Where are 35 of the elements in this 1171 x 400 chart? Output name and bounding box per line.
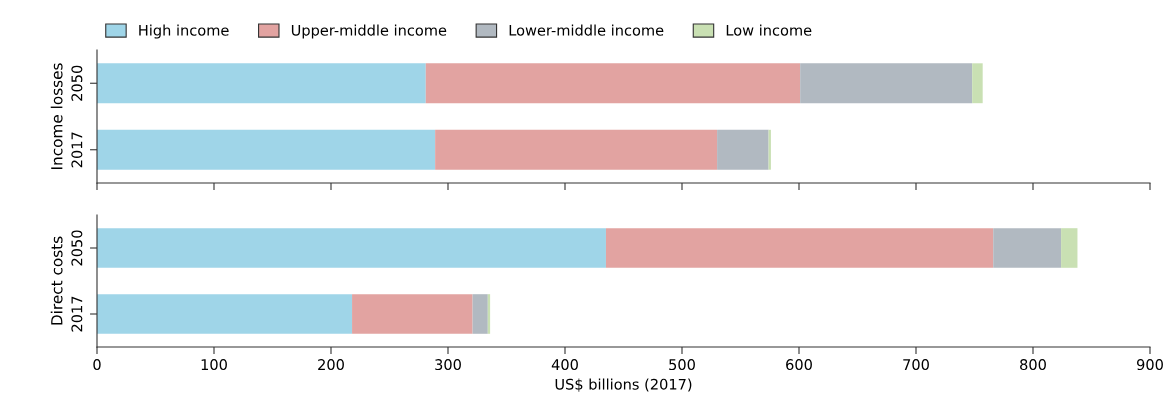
legend-label: Low income [726, 24, 812, 36]
bar [605, 228, 994, 268]
bar [97, 129, 436, 170]
bar [993, 228, 1062, 268]
x-tick-label: 600 [786, 359, 812, 371]
bar [425, 63, 801, 104]
y-tick-label: 2017 [71, 296, 83, 332]
bar [800, 63, 973, 104]
y-axis-title: Income losses [50, 63, 63, 169]
bar [972, 63, 983, 104]
x-tick-label: 0 [93, 359, 101, 371]
legend-label: High income [139, 24, 229, 39]
bar [97, 63, 426, 104]
x-tick-label: 200 [318, 359, 344, 371]
x-tick-label: 800 [1020, 359, 1046, 371]
bar [352, 294, 473, 334]
y-tick-label: 2017 [71, 132, 83, 168]
bar [717, 129, 769, 170]
x-tick-label: 300 [435, 359, 461, 371]
x-tick-label: 500 [669, 359, 695, 371]
x-tick-label: 400 [551, 359, 578, 371]
bar [472, 294, 488, 334]
x-axis-title: US$ billions (2017) [555, 378, 692, 392]
y-tick-label: 2050 [71, 65, 83, 101]
bar [1061, 228, 1078, 268]
y-tick-label: 2050 [71, 230, 83, 266]
x-tick-label: 700 [903, 359, 929, 371]
y-axis-title: Direct costs [50, 236, 63, 325]
x-tick-label: 900 [1137, 359, 1163, 371]
legend-label: Upper-middle income [291, 24, 447, 39]
legend-label: Lower-middle income [509, 24, 664, 36]
bar [97, 294, 353, 334]
x-tick-label: 100 [201, 359, 227, 371]
bar [435, 129, 718, 170]
bar [97, 228, 606, 268]
